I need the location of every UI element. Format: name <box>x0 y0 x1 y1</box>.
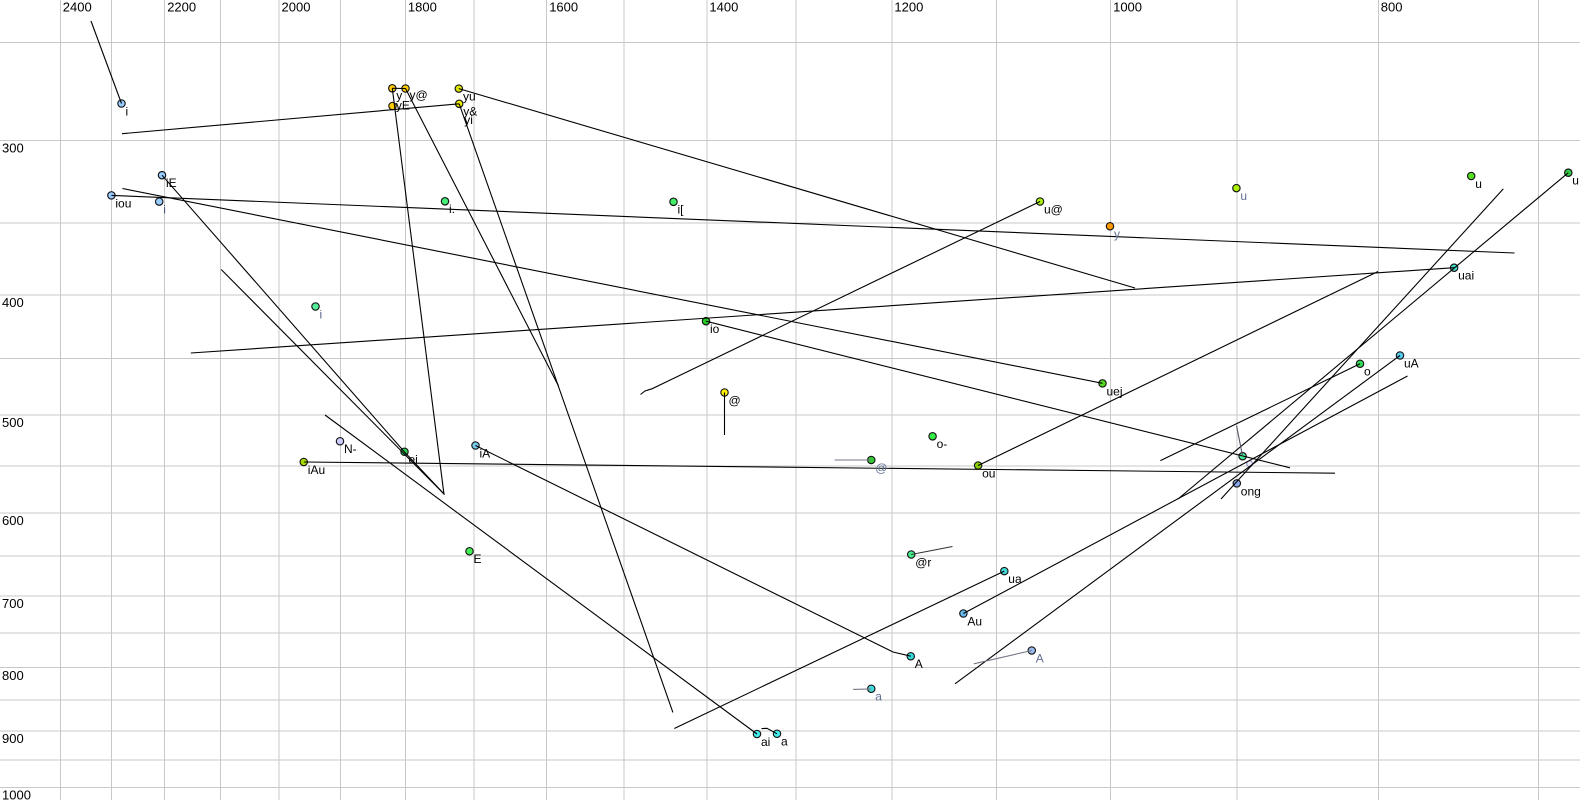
svg-text:o-: o- <box>937 437 948 451</box>
svg-text:N-: N- <box>344 442 357 456</box>
svg-text:900: 900 <box>2 731 24 746</box>
svg-text:a: a <box>781 735 788 749</box>
svg-text:iou: iou <box>115 196 131 210</box>
svg-text:yi: yi <box>464 113 473 127</box>
svg-text:@r: @r <box>915 555 931 569</box>
svg-text:E: E <box>474 552 482 566</box>
svg-text:i[: i[ <box>678 203 685 217</box>
svg-text:300: 300 <box>2 141 24 156</box>
svg-text:2200: 2200 <box>167 0 196 15</box>
svg-text:ua: ua <box>1008 572 1022 586</box>
svg-text:y@: y@ <box>410 88 428 102</box>
svg-text:400: 400 <box>2 295 24 310</box>
svg-text:500: 500 <box>2 415 24 430</box>
svg-text:2400: 2400 <box>63 0 92 15</box>
svg-text:o: o <box>1364 365 1371 379</box>
svg-text:1600: 1600 <box>549 0 578 15</box>
svg-text:A: A <box>1036 651 1044 665</box>
svg-text:u: u <box>1572 174 1579 188</box>
svg-text:iA: iA <box>480 446 491 460</box>
svg-text:1000: 1000 <box>2 788 31 800</box>
svg-text:ong: ong <box>1241 484 1261 498</box>
svg-text:yE: yE <box>396 98 410 112</box>
svg-text:uA: uA <box>1404 356 1419 370</box>
svg-text:uej: uej <box>1107 384 1123 398</box>
svg-text:i.: i. <box>449 202 455 216</box>
svg-text:1000: 1000 <box>1113 0 1142 15</box>
svg-text:1200: 1200 <box>894 0 923 15</box>
svg-text:u: u <box>1240 189 1247 203</box>
svg-text:800: 800 <box>2 668 24 683</box>
svg-text:iE: iE <box>166 176 177 190</box>
svg-text:@: @ <box>729 393 741 407</box>
svg-text:ai: ai <box>761 735 770 749</box>
svg-text:600: 600 <box>2 513 24 528</box>
svg-text:i: i <box>163 203 166 217</box>
svg-text:uai: uai <box>1458 269 1474 283</box>
svg-text:ou: ou <box>982 466 995 480</box>
svg-text:700: 700 <box>2 596 24 611</box>
svg-text:1800: 1800 <box>408 0 437 15</box>
svg-text:ei: ei <box>409 453 418 467</box>
svg-text:iAu: iAu <box>308 463 325 477</box>
svg-text:io: io <box>710 322 720 336</box>
svg-text:A: A <box>915 657 923 671</box>
svg-text:@: @ <box>875 461 887 475</box>
svg-text:y: y <box>396 89 402 103</box>
svg-text:y&: y& <box>463 104 477 118</box>
svg-text:800: 800 <box>1381 0 1403 15</box>
svg-text:2000: 2000 <box>282 0 311 15</box>
svg-text:a: a <box>875 690 882 704</box>
svg-text:y: y <box>1114 227 1120 241</box>
svg-text:u: u <box>1475 177 1482 191</box>
svg-text:1400: 1400 <box>709 0 738 15</box>
svg-text:yu: yu <box>463 90 476 104</box>
svg-text:u@: u@ <box>1044 202 1063 216</box>
svg-text:Au: Au <box>967 614 982 628</box>
svg-text:i: i <box>126 104 129 118</box>
svg-text:i: i <box>320 307 323 321</box>
